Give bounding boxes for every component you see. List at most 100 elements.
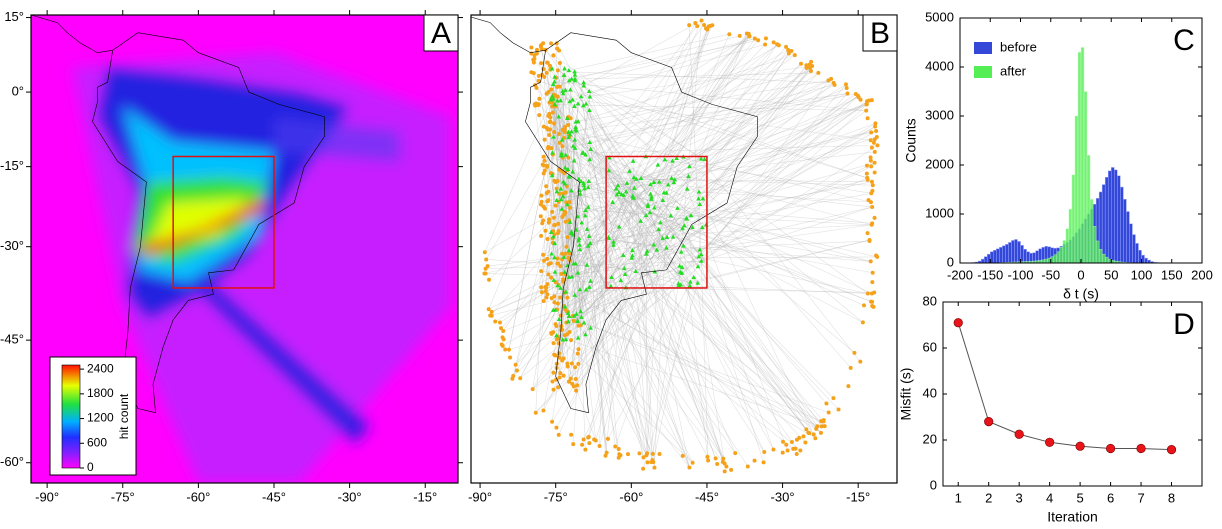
- y-tick-label: 1000: [925, 205, 954, 220]
- histogram-bar: [1024, 249, 1027, 263]
- event: [556, 222, 560, 226]
- panel-label: D: [1173, 308, 1195, 341]
- event: [869, 159, 873, 163]
- x-tick-label: 3: [1016, 490, 1023, 505]
- x-tick-label: 50: [1104, 267, 1118, 282]
- event: [542, 259, 546, 263]
- x-tick-label: -30°: [771, 489, 795, 504]
- event: [865, 164, 869, 168]
- y-tick-label: 80: [923, 293, 937, 308]
- event: [552, 300, 556, 304]
- event: [570, 361, 574, 365]
- event: [529, 45, 533, 49]
- event: [539, 61, 543, 65]
- x-tick-label: -150: [977, 267, 1003, 282]
- histogram-bar: [1096, 241, 1099, 263]
- event: [551, 330, 555, 334]
- event: [727, 32, 731, 36]
- event: [574, 377, 578, 381]
- event: [490, 310, 494, 314]
- event: [786, 448, 790, 452]
- event: [564, 252, 568, 256]
- event: [565, 296, 569, 300]
- event: [566, 365, 570, 369]
- histogram-bar: [996, 249, 999, 263]
- histogram-bar: [1045, 259, 1048, 263]
- histogram-bar: [1093, 226, 1096, 263]
- x-tick-label: 2: [985, 490, 992, 505]
- event: [819, 431, 823, 435]
- event: [548, 116, 552, 120]
- event: [564, 220, 568, 224]
- histogram-bar: [1105, 257, 1108, 263]
- y-tick-label: -15°: [0, 158, 24, 173]
- event: [691, 461, 695, 465]
- event: [641, 467, 645, 471]
- event: [549, 41, 553, 45]
- event: [572, 385, 576, 389]
- histogram-bar: [1078, 52, 1081, 263]
- event: [556, 261, 560, 265]
- event: [827, 411, 831, 415]
- event: [565, 332, 569, 336]
- event: [831, 396, 835, 400]
- event: [568, 200, 572, 204]
- event: [795, 452, 799, 456]
- event: [870, 280, 874, 284]
- histogram-bar: [993, 250, 996, 263]
- event: [873, 161, 877, 165]
- histogram-bar: [1014, 239, 1017, 263]
- event: [545, 71, 549, 75]
- colorbar: [62, 365, 80, 468]
- x-tick-label: 8: [1168, 490, 1175, 505]
- histogram-bar: [1132, 235, 1135, 263]
- x-tick-label: -30°: [338, 489, 362, 504]
- y-tick-label: 0°: [12, 84, 24, 99]
- event: [646, 460, 650, 464]
- event: [805, 66, 809, 70]
- event: [606, 437, 610, 441]
- event: [738, 34, 742, 38]
- event: [864, 109, 868, 113]
- event: [651, 452, 655, 456]
- event: [569, 433, 573, 437]
- event: [493, 320, 497, 324]
- event: [553, 322, 557, 326]
- event: [833, 83, 837, 87]
- event: [869, 164, 873, 168]
- event: [799, 62, 803, 66]
- event: [561, 128, 565, 132]
- event: [772, 40, 776, 44]
- legend-swatch: [974, 42, 992, 54]
- misfit-point: [1045, 438, 1054, 447]
- histogram-bar: [1060, 247, 1063, 263]
- histogram-bar: [1002, 246, 1005, 263]
- event: [560, 359, 564, 363]
- event: [869, 259, 873, 263]
- event: [546, 198, 550, 202]
- event: [705, 28, 709, 32]
- event: [552, 388, 556, 392]
- event: [500, 342, 504, 346]
- event: [558, 371, 562, 375]
- event: [837, 408, 841, 412]
- event: [868, 238, 872, 242]
- event: [550, 420, 554, 424]
- event: [557, 229, 561, 233]
- event: [551, 111, 555, 115]
- event: [554, 353, 558, 357]
- event: [552, 216, 556, 220]
- histogram-bar: [1008, 242, 1011, 263]
- histogram-bar: [1102, 254, 1105, 263]
- event: [723, 462, 727, 466]
- event: [542, 171, 546, 175]
- panel-label: A: [431, 17, 451, 50]
- x-tick-label: 4: [1046, 490, 1053, 505]
- event: [562, 374, 566, 378]
- event: [819, 419, 823, 423]
- event: [487, 278, 491, 282]
- x-tick-label: 100: [1131, 267, 1153, 282]
- event: [546, 262, 550, 266]
- histogram-bar: [1090, 199, 1093, 263]
- event: [824, 402, 828, 406]
